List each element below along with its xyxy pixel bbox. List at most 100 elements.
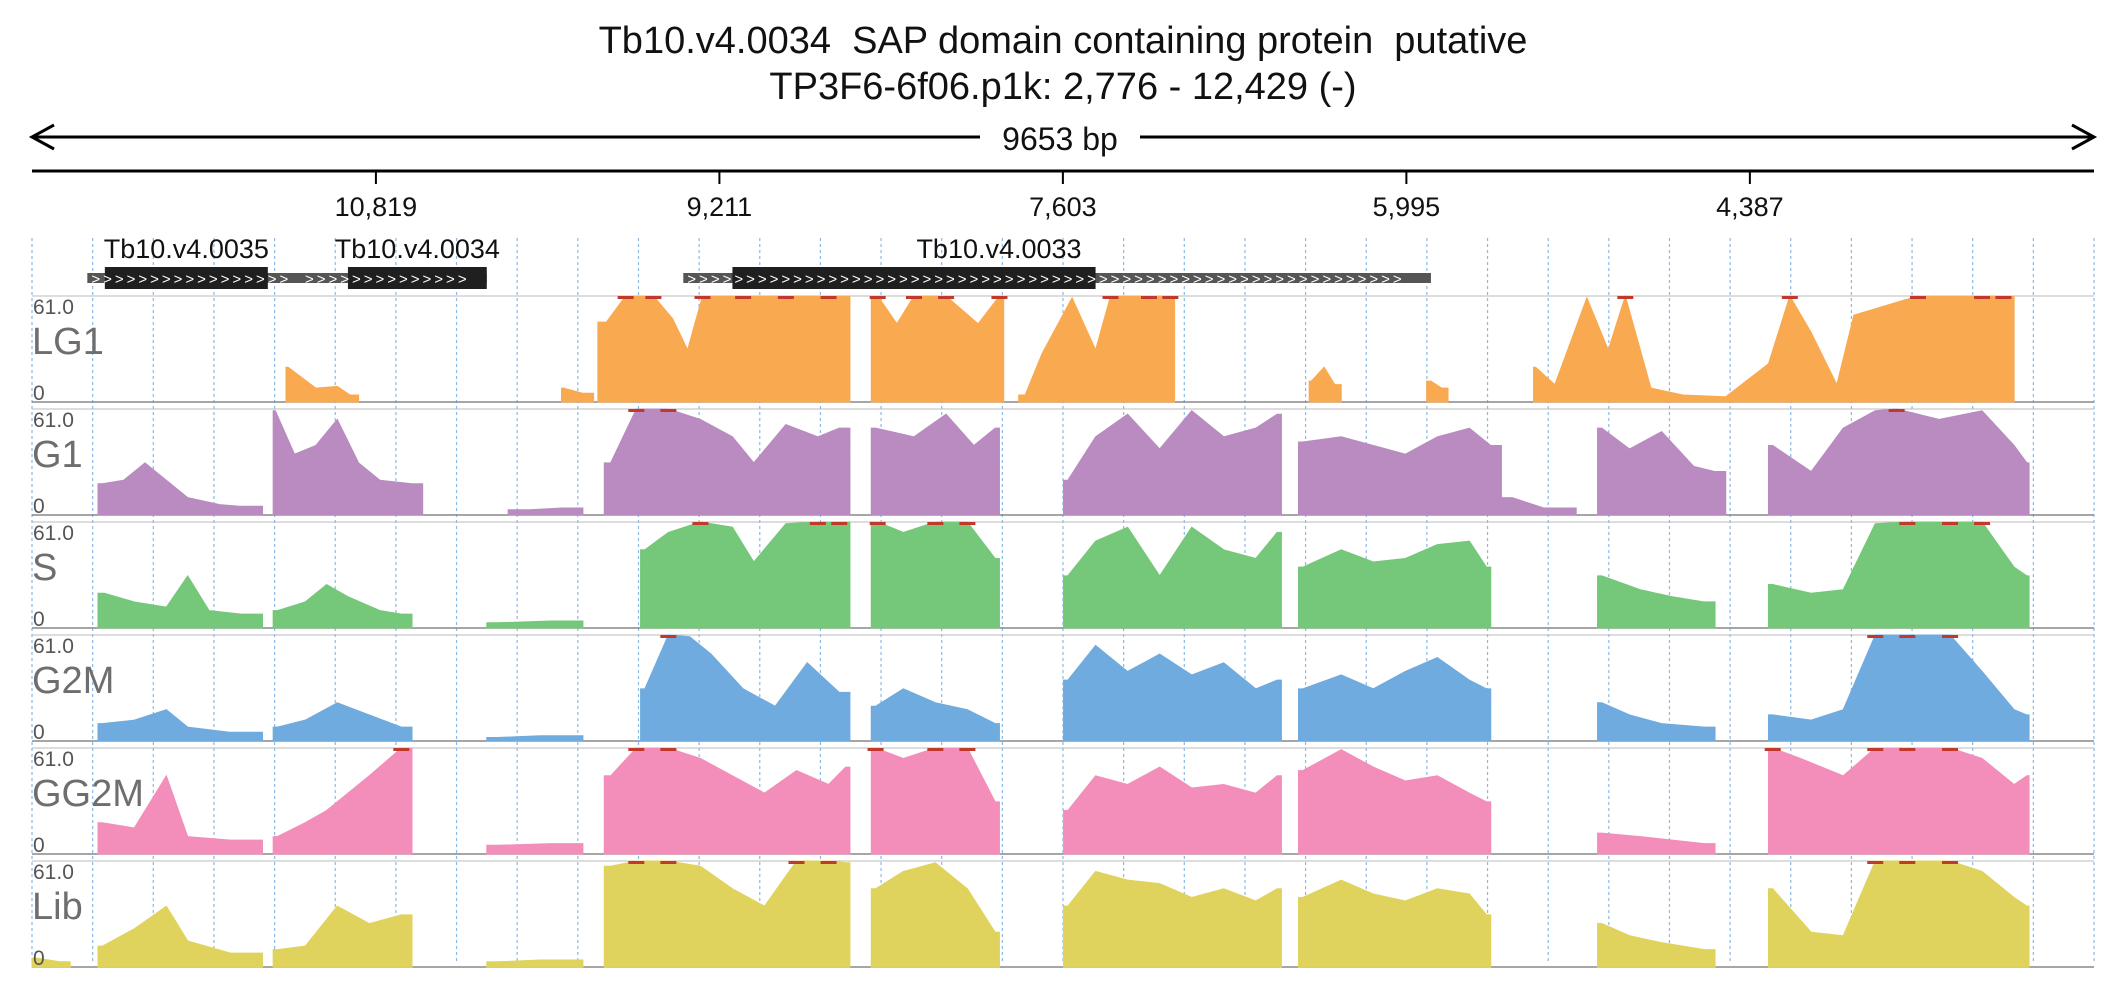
track-name: Lib: [32, 886, 83, 928]
clip-mark: [1140, 296, 1157, 299]
clip-mark: [959, 522, 976, 525]
track-ymax-label: 61.0: [33, 296, 74, 319]
span-arrow-right: [2071, 123, 2098, 151]
coordinate-ticks: 10,819 9,211 7,603 5,995 4,387: [335, 171, 1784, 222]
coverage-area: [640, 521, 851, 629]
track-ymax-label: 61.0: [33, 635, 74, 658]
coverage-area: [870, 862, 1000, 968]
coverage-area: [1597, 923, 1716, 968]
clip-mark: [1899, 748, 1916, 751]
track-ymin-label: 0: [33, 947, 45, 970]
coverage-area: [561, 387, 595, 403]
coverage-area: [1018, 295, 1176, 403]
clip-mark: [660, 748, 677, 751]
clip-mark: [645, 296, 662, 299]
coverage-area: [272, 410, 424, 516]
coverage-area: [272, 905, 413, 968]
gene-cds-bar: [732, 267, 1096, 289]
chart-title: Tb10.v4.0034 SAP domain containing prote…: [0, 18, 2126, 110]
coverage-area: [1063, 410, 1282, 516]
gene-strand-arrows: >>>>>>>>>>>>>>>>>: [91, 271, 291, 288]
coverage-area: [31, 957, 71, 968]
coverage-area: [870, 521, 1000, 629]
coverage-area: [603, 408, 851, 516]
gene-label: Tb10.v4.0035: [104, 234, 269, 264]
coverage-area: [1298, 657, 1492, 742]
gene-label: Tb10.v4.0034: [335, 234, 500, 264]
track-g1: 61.0 0 G1: [32, 408, 2094, 518]
coverage-area: [97, 462, 263, 516]
coverage-area: [272, 702, 413, 742]
track-lg1: 61.0 0 LG1: [32, 294, 2094, 405]
clip-mark: [1942, 861, 1959, 864]
clip-mark: [660, 861, 677, 864]
track-ymax-label: 61.0: [33, 522, 74, 545]
coverage-area: [1767, 860, 2030, 968]
coverage-area: [1597, 702, 1716, 742]
gene-cds-bar: [347, 267, 487, 289]
coverage-area: [97, 574, 263, 629]
gene-cds-bar: [104, 267, 268, 289]
coverage-area: [272, 747, 413, 855]
coverage-area: [486, 735, 584, 742]
title-line-2: TP3F6-6f06.p1k: 2,776 - 12,429 (-): [769, 66, 1357, 108]
coverage-area: [1063, 870, 1282, 968]
coverage-area: [97, 774, 263, 855]
clip-mark: [660, 635, 677, 638]
coverage-area: [1597, 427, 1727, 516]
clip-mark: [831, 522, 848, 525]
clip-mark: [809, 522, 826, 525]
track-ymax-label: 61.0: [33, 861, 74, 884]
coverage-area: [870, 747, 1000, 855]
gene-strand-arrows: >>>>>>>>>>>>>>>>>>>>>>>>>>>>>>>>>>>>>>>>…: [687, 271, 1404, 288]
clip-mark: [1974, 522, 1991, 525]
coverage-area: [1597, 575, 1716, 629]
coverage-area: [486, 843, 584, 855]
coverage-area: [1063, 526, 1282, 629]
coverage-area: [1298, 427, 1502, 516]
track-g2m: 61.0 0 G2M: [32, 634, 2094, 744]
coverage-area: [870, 688, 1000, 742]
clip-mark: [927, 748, 944, 751]
clip-mark: [777, 296, 794, 299]
clip-mark: [1162, 296, 1179, 299]
clip-mark: [927, 522, 944, 525]
coverage-tracks: 61.00LG161.00G161.00S61.00G2M61.00GG2M61…: [31, 294, 2094, 970]
coverage-area: [1767, 747, 2030, 855]
clip-mark: [991, 296, 1008, 299]
clip-mark: [1102, 296, 1119, 299]
clip-mark: [938, 296, 955, 299]
clip-mark: [959, 748, 976, 751]
clip-mark: [1617, 296, 1634, 299]
coverage-area: [1298, 749, 1492, 855]
clip-mark: [1867, 861, 1884, 864]
coverage-area: [1063, 644, 1282, 742]
clip-mark: [1888, 409, 1905, 412]
span-label: 9653 bp: [1002, 121, 1118, 157]
clip-mark: [1899, 522, 1916, 525]
coverage-area: [1063, 766, 1282, 855]
coverage-area: [1298, 879, 1492, 968]
coverage-area: [1597, 832, 1716, 855]
track-ymin-label: 0: [33, 721, 45, 744]
clip-mark: [1781, 296, 1798, 299]
clip-mark: [1867, 748, 1884, 751]
tick-label: 7,603: [1029, 192, 1097, 222]
clip-mark: [1995, 296, 2012, 299]
clip-mark: [1899, 861, 1916, 864]
coverage-area: [597, 295, 851, 403]
track-name: G2M: [32, 660, 114, 702]
clip-mark: [393, 748, 410, 751]
track-ymin-label: 0: [33, 495, 45, 518]
track-ymin-label: 0: [33, 382, 45, 405]
track-s: 61.0 0 S: [32, 521, 2094, 631]
track-name: S: [32, 547, 57, 589]
clip-mark: [692, 522, 709, 525]
coverage-area: [486, 620, 584, 629]
clip-mark: [820, 861, 837, 864]
coverage-area: [603, 860, 851, 968]
coverage-area: [870, 295, 1005, 403]
coverage-area: [1767, 408, 2030, 516]
clip-mark: [735, 296, 752, 299]
